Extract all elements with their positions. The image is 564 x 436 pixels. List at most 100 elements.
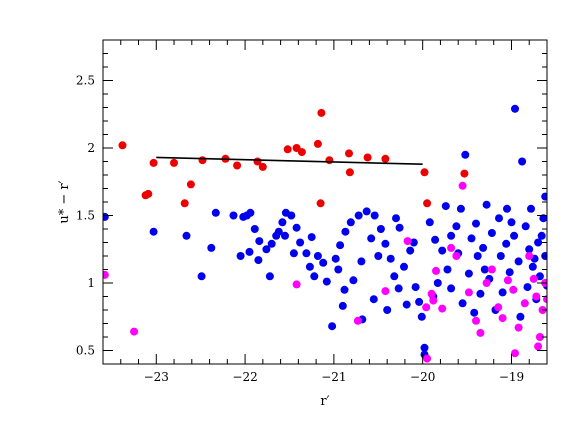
data-point-blue	[433, 279, 442, 287]
data-point-blue	[431, 235, 440, 244]
data-point-blue	[479, 243, 488, 252]
data-point-magenta	[534, 342, 543, 351]
x-tick-label: −19	[499, 370, 524, 384]
data-point-blue	[496, 252, 505, 260]
data-point-red	[186, 180, 195, 189]
data-point-magenta	[487, 265, 496, 274]
data-point-blue	[103, 212, 109, 221]
data-point-blue	[254, 256, 263, 265]
data-point-blue	[302, 249, 311, 258]
data-point-blue	[336, 241, 345, 250]
data-point-red	[233, 161, 242, 170]
data-point-blue	[425, 218, 434, 227]
data-point-blue	[182, 231, 191, 240]
data-point-blue	[281, 231, 289, 240]
data-point-blue	[374, 252, 383, 260]
x-tick-label: −21	[321, 370, 346, 384]
data-point-blue	[395, 223, 404, 232]
data-point-red	[149, 158, 158, 167]
data-point-blue	[507, 218, 516, 227]
data-point-blue	[370, 211, 379, 220]
x-tick-label: −20	[410, 370, 435, 384]
y-tick-label: 1	[87, 276, 95, 290]
data-point-blue	[296, 238, 305, 247]
data-point-magenta	[482, 279, 491, 287]
data-point-blue	[472, 219, 480, 228]
data-point-blue	[319, 258, 328, 267]
data-point-blue	[346, 218, 355, 227]
data-point-blue	[386, 254, 395, 263]
data-point-blue	[376, 225, 385, 233]
data-point-blue	[473, 252, 482, 260]
data-point-blue	[354, 211, 363, 220]
data-point-magenta	[438, 304, 447, 313]
data-point-red	[317, 108, 326, 117]
data-point-blue	[362, 207, 371, 216]
data-point-red	[198, 156, 207, 165]
data-point-magenta	[532, 292, 541, 301]
data-point-red	[297, 148, 306, 157]
data-point-magenta	[447, 243, 456, 252]
data-point-magenta	[511, 349, 519, 358]
data-point-blue	[310, 272, 319, 281]
data-point-blue	[313, 252, 322, 260]
data-point-magenta	[498, 314, 507, 323]
data-point-magenta	[422, 303, 431, 312]
data-point-magenta	[514, 323, 523, 332]
data-point-blue	[267, 239, 276, 248]
data-point-blue	[518, 157, 527, 166]
data-point-magenta	[503, 276, 512, 285]
data-point-blue	[441, 202, 450, 211]
data-point-blue	[278, 218, 287, 227]
data-point-red	[423, 199, 432, 208]
data-point-magenta	[509, 285, 518, 294]
data-point-blue	[447, 231, 456, 240]
data-point-blue	[307, 233, 316, 242]
data-point-magenta	[429, 296, 438, 305]
y-tick-label: 2	[87, 141, 95, 155]
data-point-red	[325, 156, 334, 165]
data-point-blue	[535, 272, 544, 281]
data-point-blue	[390, 272, 399, 281]
data-point-blue	[487, 229, 496, 237]
data-point-magenta	[427, 289, 436, 298]
data-point-blue	[197, 272, 206, 281]
y-tick-label: 1.5	[76, 209, 95, 223]
data-point-blue	[289, 249, 298, 258]
data-point-blue	[541, 192, 547, 201]
data-point-blue	[464, 269, 473, 278]
x-tick-label: −22	[232, 370, 257, 384]
data-point-red	[420, 168, 429, 177]
data-point-blue	[527, 204, 535, 213]
data-point-blue	[229, 211, 238, 220]
data-point-magenta	[543, 295, 547, 304]
data-point-blue	[246, 208, 255, 217]
data-point-magenta	[529, 274, 538, 283]
data-point-red	[363, 153, 372, 162]
data-point-blue	[523, 283, 532, 292]
data-point-blue	[516, 312, 525, 321]
data-point-blue	[480, 265, 489, 274]
data-point-magenta	[432, 266, 440, 275]
data-point-blue	[338, 301, 347, 310]
data-point-blue	[452, 222, 461, 231]
data-point-blue	[305, 262, 314, 271]
data-point-blue	[456, 204, 465, 213]
data-point-red	[144, 189, 153, 198]
data-point-blue	[369, 295, 378, 304]
data-point-blue	[534, 238, 543, 247]
fit-line	[156, 156, 423, 165]
data-point-red	[313, 139, 322, 148]
data-point-blue	[537, 231, 546, 240]
data-point-magenta	[464, 288, 473, 297]
data-point-red	[283, 145, 292, 154]
data-point-blue	[539, 214, 547, 223]
data-point-magenta	[525, 252, 534, 260]
data-point-blue	[367, 234, 376, 243]
data-point-blue	[502, 239, 511, 248]
fit-line-layer	[156, 156, 423, 165]
data-point-blue	[461, 150, 470, 159]
data-point-blue	[400, 262, 408, 271]
data-point-magenta	[520, 299, 529, 308]
